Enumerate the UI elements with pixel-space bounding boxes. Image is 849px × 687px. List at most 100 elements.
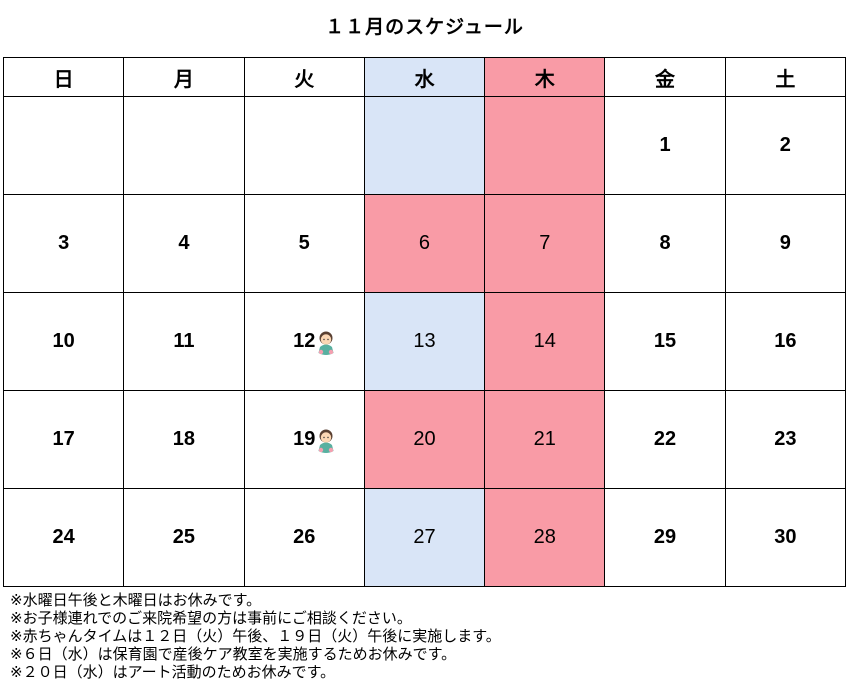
cell-content: 11: [173, 330, 194, 353]
cell-content: 19: [293, 428, 334, 453]
calendar-cell-empty: [2, 96, 125, 195]
day-number: 24: [52, 526, 75, 548]
calendar-cell-day-21: 21: [484, 390, 606, 489]
day-number: 10: [52, 330, 75, 352]
note-line: ※お子様連れでのご来院希望の方は事前にご相談ください。: [10, 610, 412, 627]
day-number: 20: [413, 428, 436, 450]
calendar-cell-day-17: 17: [2, 390, 125, 489]
note-line: ※水曜日午後と木曜日はお休みです。: [10, 592, 262, 609]
calendar-cell-day-1: 1: [604, 96, 726, 195]
calendar-cell-day-25: 25: [123, 488, 245, 587]
day-number: 16: [774, 330, 797, 352]
day-number: 2: [779, 134, 791, 156]
cell-content: 9: [780, 232, 791, 255]
day-number: 3: [58, 232, 70, 254]
calendar-cell-day-13: 13: [363, 292, 486, 391]
day-number: 14: [533, 330, 556, 352]
day-number: 1: [659, 134, 671, 156]
day-number: 19: [293, 428, 316, 450]
calendar-cell-day-18: 18: [123, 390, 245, 489]
calendar-cell-day-4: 4: [123, 194, 245, 293]
calendar-cell-day-14: 14: [484, 292, 606, 391]
cell-content: 30: [774, 526, 796, 549]
calendar-cell-day-3: 3: [2, 194, 125, 293]
day-number: 21: [533, 428, 556, 450]
cell-content: 4: [178, 232, 189, 255]
baby-icon: [318, 331, 334, 355]
cell-content: 28: [534, 526, 556, 549]
day-number: 4: [178, 232, 190, 254]
page-title: １１月のスケジュール: [325, 17, 524, 38]
day-number: 5: [298, 232, 310, 254]
cell-content: 22: [654, 428, 676, 451]
calendar-cell-day-8: 8: [604, 194, 726, 293]
calendar-cell-day-11: 11: [123, 292, 245, 391]
calendar-cell-day-23: 23: [724, 390, 847, 489]
calendar-cell-empty: [484, 96, 606, 195]
day-number: 29: [653, 526, 677, 548]
day-number: 18: [172, 428, 196, 450]
day-number: 9: [779, 232, 791, 254]
cell-content: 2: [780, 134, 791, 157]
calendar-cell-day-22: 22: [604, 390, 726, 489]
day-number: 13: [413, 330, 436, 352]
weekday-header-土: 土: [724, 57, 847, 97]
weekday-header-月: 月: [123, 57, 245, 97]
day-number: 17: [52, 428, 75, 450]
calendar-cell-day-27: 27: [363, 488, 486, 587]
day-number: 12: [293, 330, 316, 352]
cell-content: 3: [58, 232, 69, 255]
calendar-cell-day-10: 10: [2, 292, 125, 391]
baby-icon: [318, 429, 334, 453]
calendar-cell-empty: [123, 96, 245, 195]
cell-content: 27: [413, 526, 435, 549]
calendar-cell-empty: [363, 96, 486, 195]
day-number: 26: [293, 526, 316, 548]
cell-content: 5: [299, 232, 310, 255]
calendar-cell-day-24: 24: [2, 488, 125, 587]
day-number: 22: [653, 428, 677, 450]
cell-content: 16: [774, 330, 796, 353]
day-number: 27: [413, 526, 436, 548]
cell-content: 18: [173, 428, 195, 451]
weekday-header-金: 金: [604, 57, 726, 97]
calendar-cell-day-30: 30: [724, 488, 847, 587]
note-line: ※２０日（水）はアート活動のためお休みです。: [10, 664, 336, 681]
cell-content: 8: [659, 232, 670, 255]
calendar-body: 1 2 3 4 5 6 7 8 9 10 11 12 13 14 15 16 17 18 19 20 21 22 23 24 2…: [2, 96, 847, 587]
calendar-cell-day-19: 19: [243, 390, 365, 489]
calendar-cell-day-29: 29: [604, 488, 726, 587]
calendar-cell-day-28: 28: [484, 488, 606, 587]
notes-section: ※水曜日午後と木曜日はお休みです。 ※お子様連れでのご来院希望の方は事前にご相談く…: [0, 587, 849, 682]
day-number: 8: [659, 232, 671, 254]
calendar-cell-day-16: 16: [724, 292, 847, 391]
cell-content: 7: [539, 232, 550, 255]
weekday-header-日: 日: [2, 57, 125, 97]
november-calendar: 日月火水木金土 1 2 3 4 5 6 7 8 9 10 11 12 13 14 15 16 17 18 19 20 2…: [2, 57, 847, 587]
cell-content: 24: [53, 526, 75, 549]
calendar-cell-day-6: 6: [363, 194, 486, 293]
day-number: 6: [418, 232, 431, 254]
cell-content: 23: [774, 428, 796, 451]
calendar-cell-day-9: 9: [724, 194, 847, 293]
calendar-week-row: 17 18 19 20 21 22 23: [2, 390, 847, 489]
weekday-header-火: 火: [243, 57, 365, 97]
day-number: 30: [774, 526, 797, 548]
calendar-week-row: 10 11 12 13 14 15 16: [2, 292, 847, 391]
day-number: 7: [539, 232, 551, 254]
cell-content: 13: [413, 330, 435, 353]
cell-content: 15: [654, 330, 676, 353]
calendar-cell-day-15: 15: [604, 292, 726, 391]
cell-content: 1: [659, 134, 670, 157]
calendar-cell-day-26: 26: [243, 488, 365, 587]
cell-content: 6: [419, 232, 430, 255]
day-number: 28: [533, 526, 556, 548]
note-line: ※６日（水）は保育園で産後ケア教室を実施するためお休みです。: [10, 646, 457, 663]
cell-content: 20: [413, 428, 435, 451]
cell-content: 12: [293, 330, 334, 355]
cell-content: 26: [293, 526, 315, 549]
calendar-cell-empty: [243, 96, 365, 195]
note-line: ※赤ちゃんタイムは１２日（火）午後、１９日（火）午後に実施します。: [10, 628, 501, 645]
weekday-header-row: 日月火水木金土: [2, 57, 847, 97]
